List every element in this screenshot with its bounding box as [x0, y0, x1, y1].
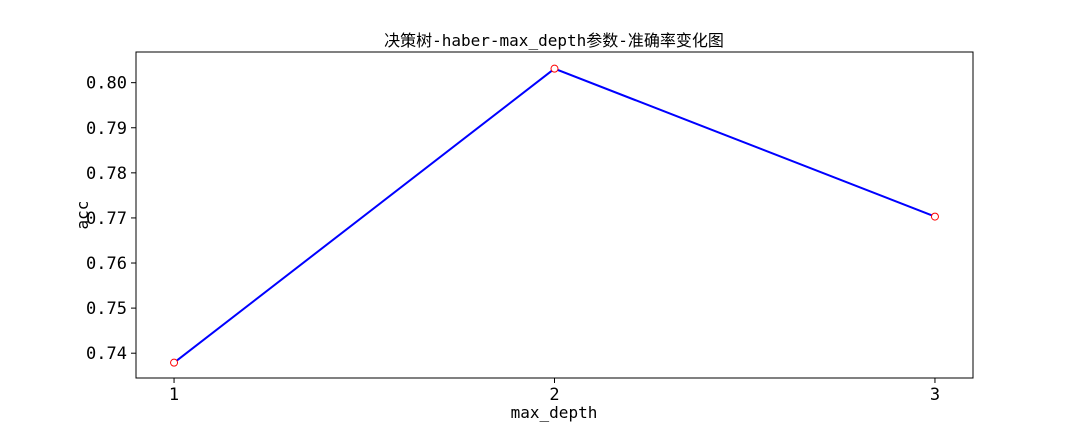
plot-frame [135, 51, 974, 379]
y-tick-label: 0.75 [86, 299, 127, 319]
y-tick-label: 0.80 [86, 74, 127, 94]
x-axis: 1 2 3 [169, 378, 940, 405]
y-axis: 0.74 0.75 0.76 0.77 0.78 0.79 0.80 [86, 74, 136, 364]
y-tick-label: 0.76 [86, 254, 127, 274]
data-point [170, 358, 179, 367]
y-tick-label: 0.79 [86, 119, 127, 139]
chart-title: 决策树-haber-max_depth参数-准确率变化图 [384, 31, 724, 50]
x-tick-label: 1 [169, 385, 179, 405]
x-tick-label: 3 [930, 385, 940, 405]
series-layer [170, 64, 939, 367]
x-axis-label: max_depth [511, 403, 598, 422]
x-tick-label: 2 [549, 385, 559, 405]
plot-background [136, 52, 973, 378]
data-point [930, 212, 939, 221]
y-tick-label: 0.77 [86, 209, 127, 229]
y-tick-label: 0.74 [86, 344, 127, 364]
y-axis-label: acc [73, 201, 92, 230]
y-tick-label: 0.78 [86, 164, 127, 184]
data-point [550, 64, 559, 73]
